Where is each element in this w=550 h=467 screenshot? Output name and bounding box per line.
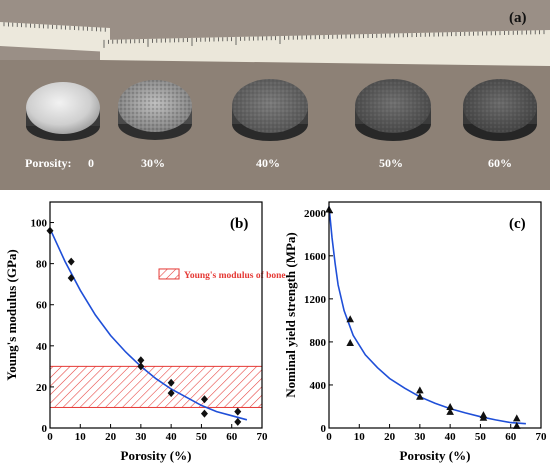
chart-b-y-tick-label: 40 bbox=[36, 341, 48, 353]
chart-b-data-point bbox=[167, 378, 175, 387]
chart-c-data-point bbox=[512, 421, 521, 429]
porosity-prefix: Porosity: bbox=[25, 156, 71, 170]
sample-disc-60 bbox=[463, 79, 537, 141]
chart-c-y-tick-label: 1600 bbox=[304, 251, 327, 263]
chart-c-x-tick-label: 60 bbox=[505, 431, 517, 443]
chart-b-bone-band bbox=[49, 365, 263, 408]
chart-b-x-tick-label: 40 bbox=[166, 431, 178, 443]
chart-b-panel-label: (b) bbox=[230, 216, 248, 232]
chart-b-legend-label: Young's modulus of bone bbox=[184, 271, 286, 281]
sample-label-0: 0 bbox=[88, 156, 94, 170]
chart-c-x-tick-label: 50 bbox=[475, 431, 487, 443]
chart-b-y-tick-label: 100 bbox=[31, 218, 48, 230]
chart-c-y-tick-label: 1200 bbox=[304, 294, 327, 306]
chart-c-data-point bbox=[446, 403, 454, 411]
chart-b-data-point bbox=[200, 395, 208, 404]
charts-area: Young's modulus of bone 0 10 20 30 40 50 60 70 0 2… bbox=[4, 201, 548, 463]
chart-c-panel-label: (c) bbox=[509, 216, 526, 232]
chart-c-data-point bbox=[346, 315, 354, 323]
sample-label-50: 50% bbox=[379, 156, 403, 170]
chart-c-data-point bbox=[479, 413, 488, 421]
chart-b-x-axis-label: Porosity (%) bbox=[121, 448, 192, 463]
chart-b-y-tick-label: 80 bbox=[36, 259, 48, 271]
chart-b-data-point bbox=[234, 417, 242, 426]
chart-c-y-tick-label: 0 bbox=[321, 423, 327, 435]
chart-b-y-tick-label: 20 bbox=[36, 382, 48, 394]
chart-b-fit-curve bbox=[49, 228, 248, 421]
sample-photo-panel: (a) Porosity: 0 30% 40% 50% 60% bbox=[0, 0, 550, 190]
chart-b-data-point bbox=[200, 409, 208, 418]
chart-c-data-point bbox=[416, 386, 424, 394]
chart-c-data-point bbox=[346, 338, 354, 346]
sample-disc-30 bbox=[118, 80, 192, 140]
chart-b-data-point bbox=[137, 356, 145, 365]
chart-c-fit-curve bbox=[328, 206, 526, 425]
chart-b-y-tick-label: 60 bbox=[36, 300, 48, 312]
chart-c-x-tick-label: 30 bbox=[414, 431, 426, 443]
chart-b-x-tick-label: 20 bbox=[105, 431, 117, 443]
chart-c-plot-frame bbox=[328, 201, 542, 429]
sample-disc-40 bbox=[232, 79, 308, 141]
chart-c-y-tick-label: 400 bbox=[310, 380, 327, 392]
chart-b-x-tick-label: 10 bbox=[75, 431, 87, 443]
chart-b-data-point bbox=[67, 274, 75, 283]
chart-b-y-axis-label: Young's modulus (GPa) bbox=[4, 249, 19, 380]
chart-youngs-modulus: Young's modulus of bone 0 10 20 30 40 50 60 70 0 2… bbox=[4, 201, 286, 463]
chart-b-data-point bbox=[137, 362, 145, 371]
chart-c-x-tick-label: 40 bbox=[445, 431, 457, 443]
sample-label-40: 40% bbox=[256, 156, 280, 170]
sample-disc-0 bbox=[26, 82, 100, 141]
chart-b-y-tick-label: 0 bbox=[42, 423, 48, 435]
sample-label-30: 30% bbox=[141, 156, 165, 170]
chart-b-x-tick-label: 30 bbox=[135, 431, 147, 443]
chart-c-x-tick-label: 70 bbox=[536, 431, 548, 443]
chart-b-data-point bbox=[167, 389, 175, 398]
chart-b-data-point bbox=[234, 407, 242, 416]
chart-c-data-point bbox=[416, 392, 424, 400]
chart-b-x-tick-label: 50 bbox=[196, 431, 208, 443]
chart-yield-strength: 0 10 20 30 40 50 60 70 0 400 800 1200 1600 2000 Porosi… bbox=[283, 201, 548, 463]
chart-b-x-tick-label: 70 bbox=[257, 431, 269, 443]
chart-b-legend-swatch bbox=[158, 268, 180, 280]
chart-b-data-point bbox=[67, 257, 75, 266]
chart-c-x-axis-label: Porosity (%) bbox=[400, 448, 471, 463]
chart-b-plot-frame bbox=[49, 201, 263, 429]
chart-c-x-tick-label: 20 bbox=[384, 431, 396, 443]
chart-c-x-tick-label: 0 bbox=[326, 431, 332, 443]
chart-c-x-tick-label: 10 bbox=[354, 431, 366, 443]
chart-c-data-point bbox=[512, 414, 521, 422]
panel-a-label: (a) bbox=[509, 10, 527, 26]
chart-c-y-tick-label: 2000 bbox=[304, 208, 327, 220]
chart-c-data-point bbox=[446, 407, 454, 415]
sample-label-60: 60% bbox=[488, 156, 512, 170]
ruler bbox=[0, 22, 550, 66]
sample-disc-50 bbox=[355, 79, 431, 141]
chart-b-x-tick-label: 0 bbox=[47, 431, 53, 443]
chart-c-y-tick-label: 800 bbox=[310, 337, 327, 349]
chart-b-x-tick-label: 60 bbox=[226, 431, 238, 443]
chart-c-y-axis-label: Nominal yield strength (MPa) bbox=[283, 232, 298, 398]
